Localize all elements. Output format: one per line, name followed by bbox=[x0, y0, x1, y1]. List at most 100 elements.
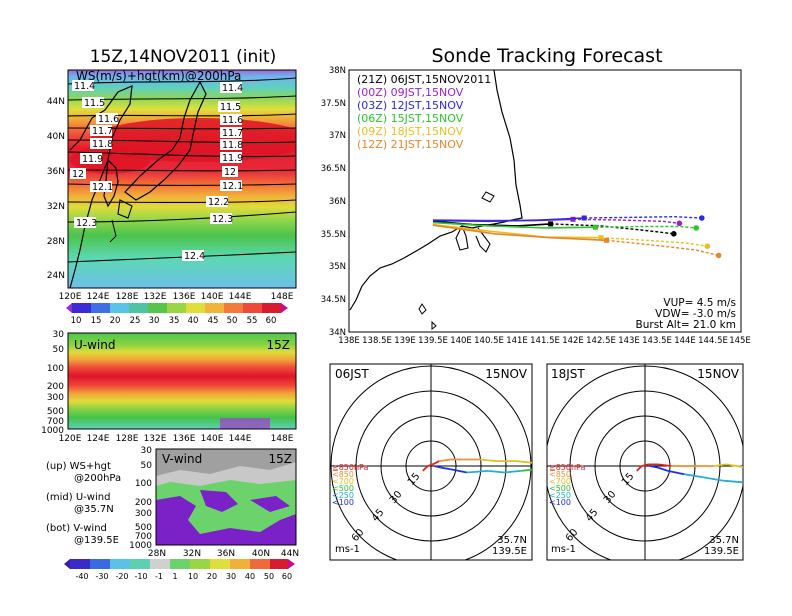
map-y-tick: 40N bbox=[47, 132, 65, 142]
map-x-tick: 140E bbox=[201, 292, 224, 302]
svg-text:11.7: 11.7 bbox=[92, 126, 113, 137]
hodo1-unit: ms-1 bbox=[335, 544, 360, 555]
hodograph-segment bbox=[450, 468, 468, 474]
hodograph-segment bbox=[432, 460, 440, 466]
hodograph-segment bbox=[434, 465, 442, 469]
v-wind-y-tick: 200 bbox=[135, 498, 152, 508]
ws-colorbar-tick: 30 bbox=[149, 316, 160, 326]
track-line-ascent bbox=[432, 217, 585, 223]
hodograph-segment bbox=[532, 463, 545, 465]
desc-line: (up) WS+hgt bbox=[46, 461, 111, 472]
track-line-descent bbox=[595, 225, 697, 229]
svg-text:12: 12 bbox=[224, 167, 236, 178]
hodograph-segment bbox=[488, 470, 505, 474]
hodo2-pressure-legend: ≧850hPa <850 <700 <500 <250 <100 bbox=[549, 463, 586, 507]
ws-colorbar-tick: 50 bbox=[227, 316, 238, 326]
contour-label: 11.4 bbox=[72, 80, 95, 92]
legend-entry: (21Z) 06JST,15NOV2011 bbox=[357, 73, 491, 86]
u-wind-x-tick: 136E bbox=[173, 434, 196, 444]
track-x-tick: 138E bbox=[338, 336, 360, 346]
track-x-tick: 143E bbox=[618, 336, 640, 346]
contour-label: 11.9 bbox=[80, 153, 103, 165]
u-wind-label: U-wind bbox=[74, 338, 115, 352]
map-y-tick: 36N bbox=[47, 167, 65, 177]
hodograph-segment bbox=[439, 458, 451, 462]
hodograph-segment bbox=[440, 466, 451, 471]
hodograph-segment bbox=[726, 463, 737, 467]
pressure-legend-entry: <250 bbox=[549, 491, 571, 500]
svg-text:12.1: 12.1 bbox=[222, 181, 243, 192]
contour-label: 11.7 bbox=[90, 125, 113, 137]
hodograph-segment bbox=[427, 463, 433, 467]
hodograph-segment bbox=[736, 465, 743, 468]
v-colorbar-tick: -1 bbox=[155, 572, 163, 581]
v-wind-time-label: 15Z bbox=[269, 452, 293, 466]
pressure-legend-entry: <700 bbox=[332, 477, 354, 486]
hodograph-segment bbox=[723, 479, 743, 484]
svg-text:11.7: 11.7 bbox=[222, 128, 243, 139]
pressure-legend-entry: <700 bbox=[549, 477, 571, 486]
svg-text:11.5: 11.5 bbox=[84, 98, 105, 109]
track-x-tick: 140E bbox=[450, 336, 472, 346]
v-colorbar-tick: -30 bbox=[95, 572, 108, 581]
map-x-tick: 132E bbox=[144, 292, 167, 302]
legend-entry: (06Z) 15JST,15NOV bbox=[357, 112, 464, 125]
u-wind-x-tick: 128E bbox=[116, 434, 139, 444]
legend-entry: (03Z) 12JST,15NOV bbox=[357, 99, 464, 112]
legend-entry: (00Z) 09JST,15NOV bbox=[357, 86, 464, 99]
hodograph-segment bbox=[479, 458, 497, 462]
v-colorbar-tick: 10 bbox=[188, 572, 198, 581]
v-wind-y-tick: 700 bbox=[135, 532, 152, 542]
landing-point-marker bbox=[715, 252, 722, 259]
track-x-tick: 142E bbox=[562, 336, 584, 346]
v-wind-x-tick: 32N bbox=[183, 549, 201, 559]
track-x-tick: 140.5E bbox=[474, 336, 504, 346]
hodo2-unit: ms-1 bbox=[551, 544, 576, 555]
contour-label: 11.8 bbox=[220, 139, 243, 151]
contour-label: 11.5 bbox=[82, 97, 105, 109]
track-line-ascent bbox=[432, 223, 602, 239]
contour-label: 12.1 bbox=[90, 181, 113, 193]
v-colorbar-tick: 60 bbox=[282, 572, 292, 581]
v-colorbar-tick: 40 bbox=[245, 572, 255, 581]
left-title: 15Z,14NOV2011 (init) bbox=[90, 47, 277, 67]
hodograph-segment bbox=[657, 466, 669, 472]
map-panel-label: WS(m/s)+hgt(km)@200hPa bbox=[76, 69, 241, 83]
svg-text:12: 12 bbox=[72, 169, 84, 180]
ws-hgt-map-panel: WS(m/s)+hgt(km)@200hPa 11.4 11.5 11.6 11… bbox=[47, 69, 297, 326]
u-wind-x-tick: 140E bbox=[201, 434, 224, 444]
contour-label: 11.4 bbox=[220, 82, 243, 94]
desc-line: (bot) V-wind bbox=[46, 523, 107, 534]
svg-text:12.2: 12.2 bbox=[208, 197, 229, 208]
v-wind-label: V-wind bbox=[162, 452, 202, 466]
hodograph-segment bbox=[515, 460, 532, 464]
v-wind-x-tick: 28N bbox=[148, 549, 166, 559]
burst-point-marker bbox=[581, 215, 587, 221]
map-x-tick: 124E bbox=[87, 292, 110, 302]
v-wind-y-tick: 500 bbox=[135, 523, 152, 533]
map-x-tick: 120E bbox=[59, 292, 82, 302]
burst-point-marker bbox=[548, 221, 554, 227]
hodograph-segment bbox=[466, 470, 489, 474]
contour-label: 11.7 bbox=[220, 127, 243, 139]
pressure-legend-entry: <100 bbox=[549, 498, 571, 507]
v-colorbar-tick: -20 bbox=[115, 572, 128, 581]
track-y-tick: 34N bbox=[329, 328, 346, 338]
track-x-tick: 145E bbox=[729, 336, 751, 346]
svg-text:11.4: 11.4 bbox=[222, 83, 243, 94]
hodograph-segment bbox=[636, 465, 643, 472]
u-wind-x-tick: 132E bbox=[144, 434, 167, 444]
svg-text:11.5: 11.5 bbox=[220, 102, 241, 113]
pressure-legend-entry: <100 bbox=[332, 498, 354, 507]
sonde-parameters: VUP= 4.5 m/s VDW= -3.0 m/s Burst Alt= 21… bbox=[636, 297, 736, 331]
u-wind-y-tick: 500 bbox=[47, 407, 64, 417]
desc-line: @200hPa bbox=[74, 473, 121, 484]
contour-label: 12 bbox=[222, 166, 238, 178]
hodo1-pressure-legend: ≧850hPa <850 <700 <500 <250 <100 bbox=[332, 463, 369, 507]
hodograph-segment bbox=[504, 470, 521, 474]
svg-text:11.6: 11.6 bbox=[98, 114, 119, 125]
ws-colorbar-tick: 40 bbox=[188, 316, 199, 326]
v-wind-y-tick: 100 bbox=[135, 479, 152, 489]
contour-label: 12.3 bbox=[74, 217, 97, 229]
